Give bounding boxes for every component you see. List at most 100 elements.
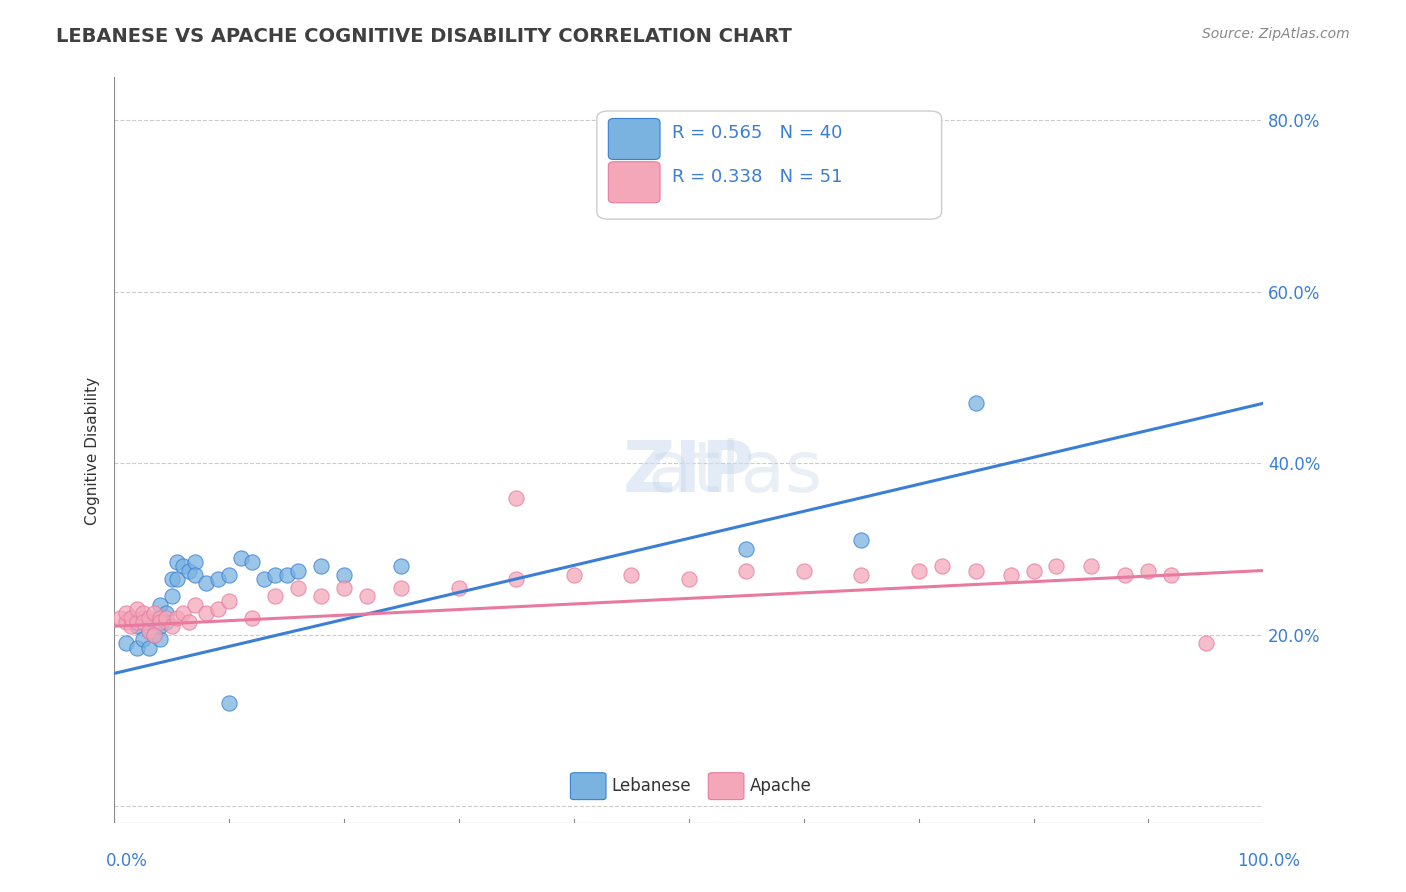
Point: [391, 581, 413, 595]
Point: [1045, 559, 1067, 574]
Point: [1114, 567, 1136, 582]
Point: [166, 610, 188, 624]
Point: [127, 602, 149, 616]
Text: 100.0%: 100.0%: [1237, 852, 1301, 870]
Point: [562, 567, 585, 582]
Point: [149, 619, 172, 633]
Point: [120, 610, 142, 624]
Point: [505, 572, 527, 586]
FancyBboxPatch shape: [609, 119, 659, 160]
Point: [678, 572, 700, 586]
Point: [149, 610, 172, 624]
Point: [309, 559, 332, 574]
FancyBboxPatch shape: [596, 111, 942, 219]
Point: [505, 491, 527, 505]
Point: [183, 567, 205, 582]
Point: [127, 640, 149, 655]
Point: [120, 619, 142, 633]
Point: [218, 567, 240, 582]
Point: [183, 555, 205, 569]
Point: [907, 564, 929, 578]
Point: [177, 615, 200, 629]
Point: [229, 550, 252, 565]
Point: [391, 559, 413, 574]
Point: [138, 624, 160, 638]
Point: [160, 572, 183, 586]
Point: [149, 598, 172, 612]
Point: [849, 533, 872, 548]
Point: [143, 628, 166, 642]
Point: [149, 632, 172, 646]
Point: [160, 589, 183, 603]
Point: [793, 564, 815, 578]
Point: [1137, 564, 1160, 578]
Point: [143, 607, 166, 621]
Point: [177, 564, 200, 578]
Point: [155, 615, 177, 629]
Point: [264, 567, 287, 582]
Text: Lebanese: Lebanese: [612, 777, 692, 795]
Point: [218, 697, 240, 711]
Point: [333, 581, 356, 595]
Point: [1000, 567, 1022, 582]
Point: [108, 610, 131, 624]
Point: [183, 598, 205, 612]
Point: [166, 555, 188, 569]
Point: [166, 572, 188, 586]
Point: [218, 593, 240, 607]
Point: [252, 572, 274, 586]
Point: [138, 640, 160, 655]
FancyBboxPatch shape: [709, 772, 744, 799]
Point: [447, 581, 470, 595]
Point: [195, 607, 218, 621]
Point: [114, 636, 136, 650]
Text: R = 0.565   N = 40: R = 0.565 N = 40: [672, 124, 842, 143]
Text: 0.0%: 0.0%: [105, 852, 148, 870]
Point: [127, 615, 149, 629]
Point: [931, 559, 953, 574]
Point: [1022, 564, 1045, 578]
Point: [143, 628, 166, 642]
Point: [207, 572, 229, 586]
Text: Apache: Apache: [749, 777, 811, 795]
Point: [132, 615, 155, 629]
Point: [735, 542, 758, 557]
Text: ZIP: ZIP: [623, 438, 755, 508]
Point: [138, 610, 160, 624]
Point: [735, 564, 758, 578]
Point: [1080, 559, 1102, 574]
Point: [276, 567, 298, 582]
Point: [132, 607, 155, 621]
Point: [114, 615, 136, 629]
Point: [356, 589, 378, 603]
Point: [160, 619, 183, 633]
Point: [333, 567, 356, 582]
FancyBboxPatch shape: [609, 161, 659, 202]
Point: [264, 589, 287, 603]
Point: [132, 610, 155, 624]
Point: [207, 602, 229, 616]
Point: [240, 610, 263, 624]
Point: [143, 615, 166, 629]
Point: [965, 564, 987, 578]
Text: R = 0.338   N = 51: R = 0.338 N = 51: [672, 168, 842, 186]
Point: [132, 632, 155, 646]
FancyBboxPatch shape: [571, 772, 606, 799]
Text: atlas: atlas: [555, 438, 823, 508]
Point: [138, 615, 160, 629]
Point: [287, 581, 309, 595]
Point: [127, 619, 149, 633]
Point: [195, 576, 218, 591]
Point: [155, 610, 177, 624]
Point: [965, 396, 987, 410]
Point: [240, 555, 263, 569]
Point: [120, 610, 142, 624]
Point: [1160, 567, 1182, 582]
Text: LEBANESE VS APACHE COGNITIVE DISABILITY CORRELATION CHART: LEBANESE VS APACHE COGNITIVE DISABILITY …: [56, 27, 792, 45]
Point: [620, 567, 643, 582]
Point: [172, 559, 194, 574]
Point: [114, 607, 136, 621]
Point: [172, 607, 194, 621]
Point: [309, 589, 332, 603]
Text: Source: ZipAtlas.com: Source: ZipAtlas.com: [1202, 27, 1350, 41]
